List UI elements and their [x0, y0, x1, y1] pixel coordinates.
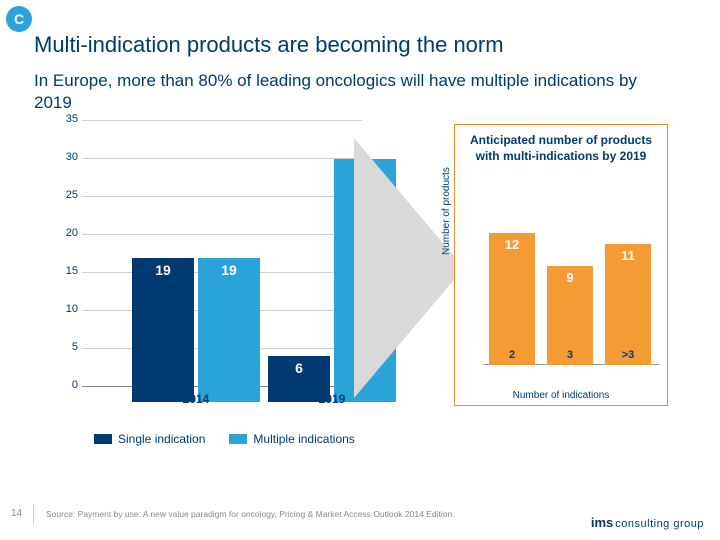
inset-x-axis-title: Number of indications — [455, 390, 667, 401]
y-tick-label: 25 — [54, 189, 78, 201]
y-tick-label: 15 — [54, 265, 78, 277]
y-tick-label: 35 — [54, 113, 78, 125]
section-badge: C — [6, 6, 32, 32]
legend-item: Single indication — [94, 432, 205, 446]
legend-swatch — [94, 434, 112, 444]
inset-bar: 12 — [489, 233, 535, 365]
logo-ims-text: ims — [591, 515, 613, 530]
legend-label: Single indication — [118, 432, 205, 446]
inset-x-tick-label: 2 — [489, 349, 535, 361]
page-title: Multi-indication products are becoming t… — [34, 32, 504, 58]
inset-y-axis-title: Number of products — [441, 167, 452, 255]
legend: Single indication Multiple indications — [94, 432, 355, 446]
legend-swatch — [229, 434, 247, 444]
inset-title: Anticipated number of products with mult… — [455, 125, 667, 168]
chart-area: 05101520253035191920146322019Single indi… — [54, 120, 674, 470]
gridline — [82, 120, 362, 121]
x-tick-label: 2014 — [132, 392, 260, 406]
main-bar-chart: 05101520253035191920146322019Single indi… — [54, 120, 384, 440]
ims-logo: ims consulting group — [591, 515, 704, 530]
inset-x-tick-label: 3 — [547, 349, 593, 361]
y-tick-label: 10 — [54, 303, 78, 315]
gridline — [82, 158, 362, 159]
inset-chart-box: Anticipated number of products with mult… — [454, 124, 668, 406]
y-tick-label: 5 — [54, 341, 78, 353]
gridline — [82, 234, 362, 235]
inset-bar: 11 — [605, 244, 651, 365]
inset-bar-chart: 12 2 9 3 11 >3 — [483, 191, 659, 365]
bar-value-label: 19 — [132, 262, 194, 278]
inset-bar-value: 12 — [489, 237, 535, 252]
page-number: 14 — [0, 504, 34, 524]
bar-2014-multiple-indications: 19 — [198, 258, 260, 402]
bar-2014-single-indication: 19 — [132, 258, 194, 402]
legend-label: Multiple indications — [253, 432, 354, 446]
gridline — [82, 196, 362, 197]
bar-value-label: 6 — [268, 360, 330, 376]
y-tick-label: 20 — [54, 227, 78, 239]
inset-bar-value: 11 — [605, 248, 651, 263]
bar-value-label: 19 — [198, 262, 260, 278]
page-subtitle: In Europe, more than 80% of leading onco… — [34, 70, 674, 114]
legend-item: Multiple indications — [229, 432, 354, 446]
y-tick-label: 0 — [54, 379, 78, 391]
logo-group-text: consulting group — [615, 518, 704, 530]
inset-x-tick-label: >3 — [605, 349, 651, 361]
inset-bar-value: 9 — [547, 270, 593, 285]
y-tick-label: 30 — [54, 151, 78, 163]
badge-letter: C — [14, 11, 24, 27]
